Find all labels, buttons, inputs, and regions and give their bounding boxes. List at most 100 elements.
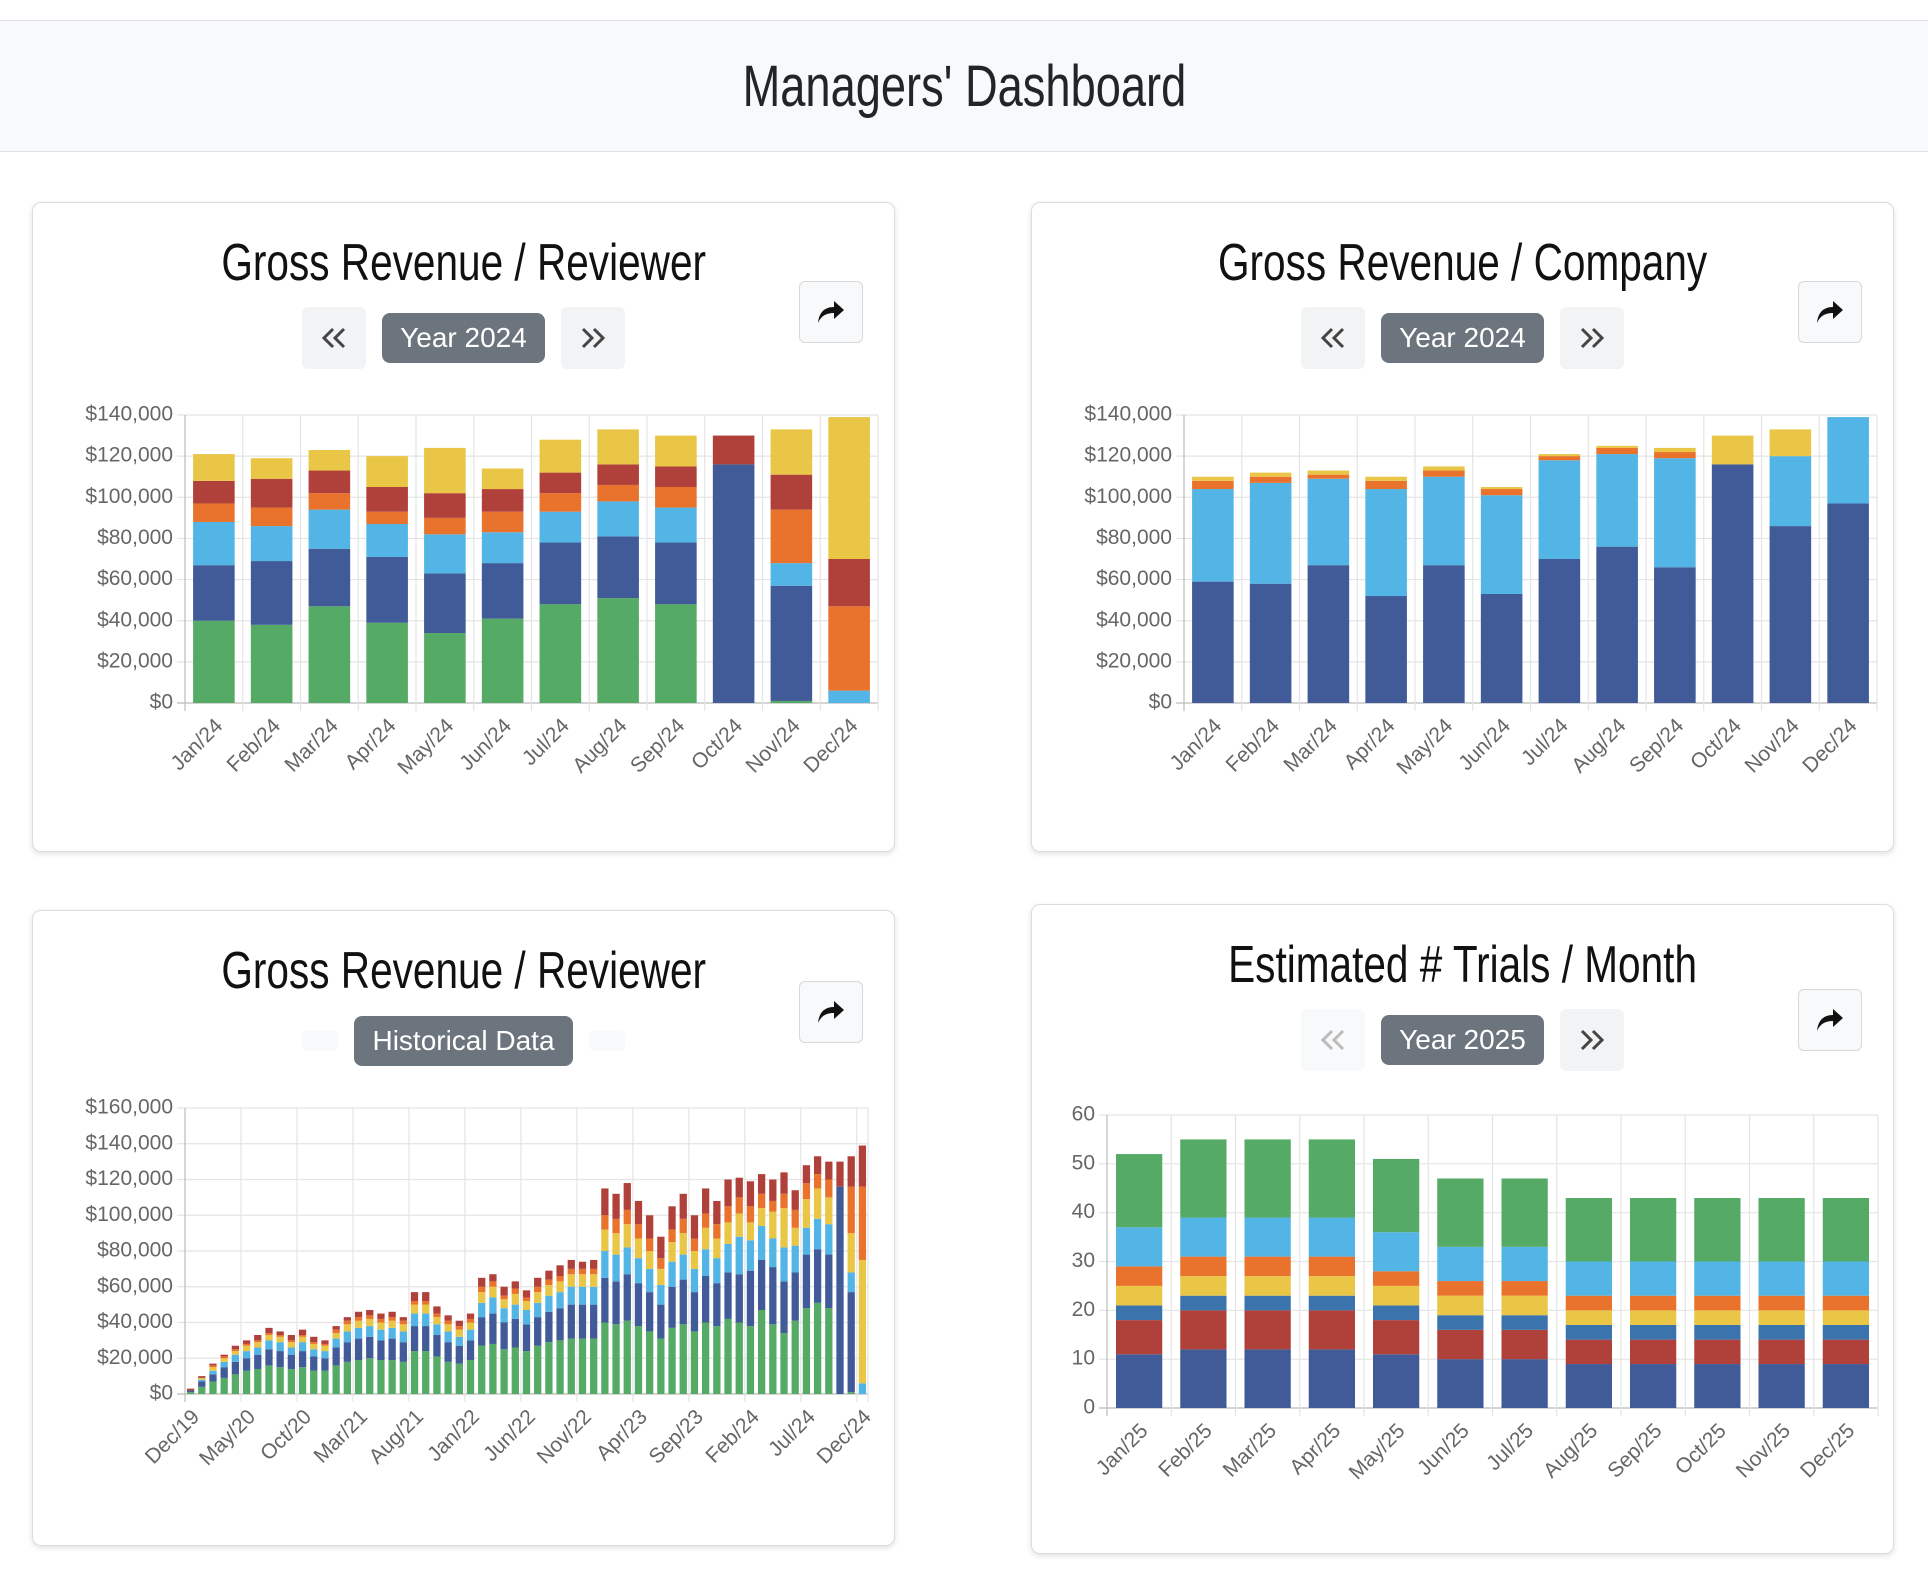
page-title: Managers' Dashboard (742, 54, 1186, 119)
bar-segment (556, 1265, 564, 1277)
x-tick-label: Apr/24 (1340, 714, 1400, 774)
bar-segment (1308, 1295, 1356, 1311)
bar-segment (1372, 1305, 1420, 1321)
prev-button[interactable] (302, 307, 367, 369)
bar-segment (813, 1188, 822, 1219)
bar-segment (612, 1281, 620, 1325)
bar-segment (1822, 1295, 1870, 1311)
x-tick-label: Jan/22 (423, 1405, 484, 1466)
x-tick-label: Dec/25 (1796, 1419, 1859, 1482)
bar-segment (825, 1308, 833, 1394)
bar-segment (220, 1361, 228, 1368)
bar-segment (250, 507, 293, 527)
bar-segment (500, 1299, 508, 1309)
bar-segment (668, 1229, 676, 1243)
chart-card: $0 $20,000 $40,000 $60,000 $80,000 $100,000 $1… (1031, 202, 1894, 852)
x-tick-label: Jun/24 (455, 714, 516, 775)
bar-segment (220, 1377, 228, 1394)
bar-segment (657, 1304, 665, 1339)
bar-segment (332, 1365, 340, 1394)
share-button[interactable] (799, 981, 863, 1043)
bar-segment (308, 493, 351, 510)
bar-segment (769, 1179, 777, 1201)
bar-segment (265, 1340, 273, 1350)
bar-segment (231, 1354, 240, 1362)
period-badge: Year 2024 (382, 313, 545, 363)
next-button[interactable] (1559, 1009, 1624, 1071)
bar-segment (1596, 546, 1638, 703)
bar-segment (481, 618, 524, 703)
bar-segment (242, 1345, 251, 1352)
bar-segment (231, 1345, 240, 1350)
bar-segment (646, 1331, 654, 1394)
bar-segment (668, 1286, 676, 1328)
period-nav: Historical Data (33, 1016, 894, 1066)
bar-segment (399, 1331, 407, 1343)
bar-segment (534, 1302, 542, 1318)
bar-segment (254, 1347, 262, 1355)
bar-segment (298, 1335, 307, 1337)
bar-segment (500, 1308, 508, 1323)
bar-segment (321, 1351, 329, 1359)
bar-segment (265, 1327, 273, 1334)
prev-button[interactable] (1301, 307, 1366, 369)
x-tick-label: Jul/24 (1517, 714, 1573, 770)
bar-segment (780, 1172, 788, 1194)
bar-segment (1538, 454, 1581, 457)
bar-segment (377, 1318, 385, 1323)
bar-segment (612, 1193, 620, 1219)
share-button[interactable] (1798, 281, 1862, 343)
bar-segment (578, 1286, 587, 1305)
bar-segment (769, 1211, 777, 1239)
bar-segment (1629, 1324, 1677, 1340)
bar-segment (597, 598, 639, 703)
bar-segment (769, 1267, 777, 1325)
x-tick-label: Sep/23 (645, 1405, 708, 1468)
bar-segment (1308, 1217, 1356, 1257)
bar-segment (1372, 1285, 1420, 1306)
bar-segment (1758, 1198, 1805, 1262)
chart: $0 $20,000 $40,000 $60,000 $80,000 $100,000 $1… (1084, 403, 1878, 779)
chart: $0 $20,000 $40,000 $60,000 $80,000 $100,000 $1… (85, 1096, 876, 1471)
bar-segment (556, 1281, 564, 1293)
bar-segment (1192, 489, 1234, 582)
bar-segment (1538, 460, 1581, 559)
bar-segment (366, 1315, 374, 1319)
bar-segment (1694, 1364, 1741, 1408)
period-badge: Historical Data (354, 1016, 573, 1066)
bar-segment (567, 1274, 575, 1287)
bar-segment (802, 1165, 811, 1184)
bar-segment (825, 1161, 833, 1180)
bar-segment (377, 1360, 385, 1394)
bar-segment (713, 1224, 721, 1239)
bar-segment (186, 1390, 195, 1393)
bar-segment (433, 1313, 441, 1318)
bar-segment (746, 1326, 755, 1394)
bar-segment (597, 484, 639, 502)
bar-segment (1822, 1198, 1870, 1262)
bar-segment (298, 1342, 307, 1352)
bar-segment (825, 1197, 833, 1225)
bar-segment (321, 1343, 329, 1346)
next-button[interactable] (1559, 307, 1624, 369)
y-tick-label: $0 (150, 691, 173, 714)
bar-segment (424, 517, 466, 535)
bar-segment (702, 1188, 710, 1214)
bar-segment (1423, 565, 1465, 703)
bar-segment (847, 1156, 855, 1187)
x-tick-label: Sep/24 (626, 714, 690, 778)
bar-segment (1180, 1217, 1227, 1257)
share-button[interactable] (799, 281, 863, 343)
next-button[interactable] (560, 307, 625, 369)
bar-segment (511, 1293, 519, 1305)
bar-segment (813, 1218, 822, 1250)
bar-segment (802, 1199, 811, 1228)
bar-segment (422, 1292, 430, 1302)
card-title: Estimated # Trials / Month (1032, 935, 1893, 995)
share-button[interactable] (1798, 989, 1862, 1051)
bar-segment (209, 1367, 217, 1371)
bar-segment (724, 1272, 732, 1319)
chart: $0 $20,000 $40,000 $60,000 $80,000 $100,000 $1… (85, 403, 879, 779)
bar-segment (1565, 1198, 1613, 1262)
bar-segment (1822, 1310, 1870, 1325)
